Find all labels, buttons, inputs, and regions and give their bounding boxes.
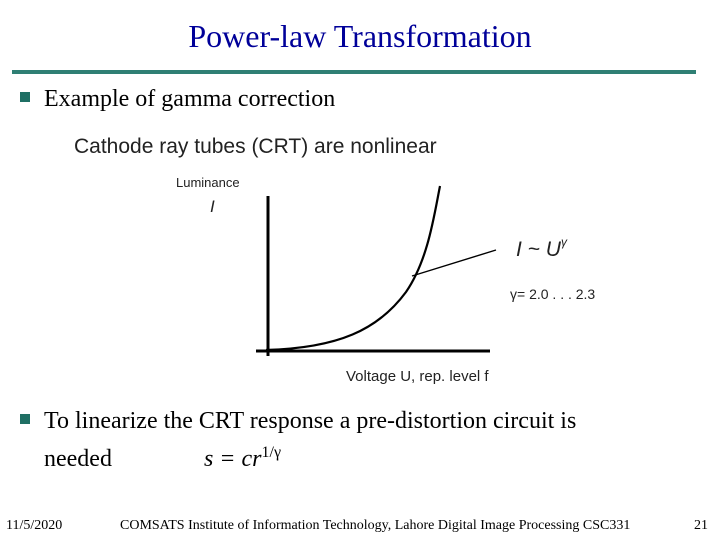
square-bullet-icon [20,92,30,102]
figure-heading: Cathode ray tubes (CRT) are nonlinear [74,135,437,158]
title-divider [12,70,696,74]
curve-pointer-line [411,249,497,277]
square-bullet-icon [20,414,30,424]
crt-gamma-figure: Cathode ray tubes (CRT) are nonlinear Lu… [60,124,660,394]
x-axis-label: Voltage U, rep. level f [346,368,489,385]
slide-title: Power-law Transformation [188,18,532,54]
gamma-range-label: γ= 2.0 . . . 2.3 [510,286,595,302]
curve-label: I ~ Uγ [516,235,568,261]
bullet-2-line-2: needed [44,446,112,472]
bullet-2-line-1: To linearize the CRT response a pre-dist… [44,408,577,434]
slide-number: 21 [694,518,708,533]
bullet-2: To linearize the CRT response a pre-dist… [20,406,710,475]
bullet-1-text: Example of gamma correction [44,86,336,112]
gamma-curve [265,185,442,352]
footer-date: 11/5/2020 [6,518,63,533]
footer-institution: COMSATS Institute of Information Technol… [120,518,631,533]
crt-gamma-diagram: Cathode ray tubes (CRT) are nonlinear Lu… [74,135,595,385]
y-axis-symbol: I [210,197,215,216]
gamma-formula: s = cr1/γ [203,444,282,472]
y-axis-label: Luminance [176,175,240,190]
bullet-1: Example of gamma correction [20,86,335,113]
